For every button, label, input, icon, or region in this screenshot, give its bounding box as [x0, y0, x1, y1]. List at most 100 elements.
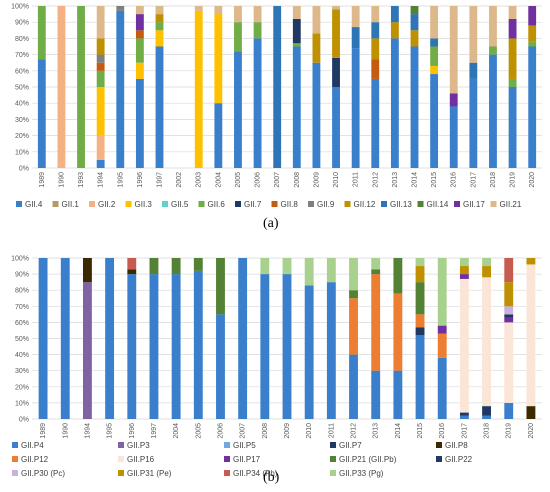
bar-segment: [508, 18, 517, 39]
legend-label: GII.1: [62, 200, 80, 209]
y-tick-label: 80%: [15, 36, 29, 43]
x-tick-label: 2015: [431, 172, 438, 188]
legend-swatch: [330, 470, 336, 476]
legend-swatch: [89, 201, 95, 207]
y-tick-label: 40%: [15, 101, 29, 108]
x-tick-label: 2002: [176, 172, 183, 188]
x-tick-label: 2015: [417, 423, 424, 439]
bar-segment: [430, 46, 439, 66]
bar-segment: [96, 135, 105, 160]
legend-label: GII.12: [354, 200, 376, 209]
legend-swatch: [454, 201, 460, 207]
bar-segment: [292, 46, 301, 168]
x-tick-label: 2011: [353, 172, 360, 187]
bar-segment: [349, 290, 358, 299]
legend-label: GII.P21 (GII.Pb): [339, 455, 397, 464]
x-tick-label: 2020: [529, 172, 536, 188]
legend-label: GII.5: [171, 200, 189, 209]
bar-segment: [504, 317, 514, 323]
legend-label: GII.21: [500, 200, 522, 209]
bar-segment: [155, 14, 164, 23]
legend-label: GII.P31 (Pe): [127, 469, 172, 478]
bar-segment: [504, 402, 514, 419]
x-tick-label: 2006: [255, 172, 262, 188]
bar-segment: [326, 258, 336, 283]
y-tick-label: 20%: [15, 384, 29, 391]
bar-segment: [260, 258, 270, 275]
bar-segment: [390, 38, 399, 169]
x-tick-label: 1989: [39, 172, 46, 188]
y-tick-label: 50%: [15, 336, 29, 343]
bar-segment: [234, 51, 242, 168]
y-tick-label: 60%: [15, 68, 29, 75]
legend-swatch: [381, 201, 387, 207]
bar-segment: [155, 46, 164, 168]
bar-segment: [390, 22, 399, 39]
bar-segment: [214, 103, 223, 168]
bar-segment: [528, 25, 537, 42]
y-tick-label: 70%: [15, 52, 29, 59]
bar-segment: [37, 59, 46, 168]
bar-segment: [292, 6, 301, 19]
bar-segment: [469, 6, 478, 63]
x-tick-label: 2018: [484, 423, 491, 439]
bar-segment: [508, 87, 517, 168]
bar-segment: [332, 6, 340, 10]
bar-segment: [292, 43, 301, 47]
bar-segment: [149, 274, 159, 419]
legend-swatch: [224, 442, 230, 448]
x-tick-label: 2006: [217, 423, 224, 439]
bar-segment: [459, 415, 469, 419]
legend: GII.4 GII.1 GII.2 GII.3 GII.5 GII.6 GII.7 GII.8…: [16, 200, 522, 209]
bar-segment: [504, 306, 514, 315]
legend-swatch: [436, 442, 442, 448]
y-tick-label: 60%: [15, 320, 29, 327]
x-tick-label: 2008: [262, 423, 269, 439]
y-tick-label: 80%: [15, 288, 29, 295]
bar-segment: [57, 6, 66, 168]
bar-segment: [216, 314, 225, 419]
legend-label: GII.P7: [339, 441, 362, 450]
bar-segment: [459, 412, 469, 416]
legend-label: GII.14: [427, 200, 449, 209]
legend-swatch: [12, 456, 18, 462]
bar-segment: [60, 258, 70, 419]
bar-segment: [489, 6, 497, 47]
bar-segment: [504, 282, 514, 307]
x-tick-label: 2009: [313, 172, 320, 188]
bar-segment: [116, 10, 125, 168]
x-tick-label: 2007: [274, 172, 281, 188]
legend-swatch: [118, 470, 124, 476]
bar-segment: [430, 6, 439, 39]
legend-swatch: [271, 201, 278, 207]
bar-segment: [371, 269, 381, 275]
bar-segment: [415, 314, 425, 328]
bar-segment: [216, 258, 225, 315]
bar-segment: [469, 62, 478, 79]
bar-segment: [371, 274, 381, 371]
bar-segment: [83, 282, 92, 419]
bar-segment: [459, 266, 469, 275]
bar-segment: [469, 78, 478, 168]
bar-segment: [415, 327, 425, 336]
legend: GII.P4 GII.P3 GII.P5 GII.P7 GII.P8 GII.P12 GII…: [12, 441, 473, 478]
x-tick-label: 2018: [490, 172, 497, 188]
bar-segment: [253, 38, 262, 169]
legend-swatch: [118, 442, 124, 448]
y-tick-label: 10%: [15, 400, 29, 407]
legend-swatch: [344, 201, 351, 207]
legend-label: GII.9: [317, 200, 335, 209]
legend-label: GII.3: [135, 200, 153, 209]
x-tick-label: 2010: [333, 172, 340, 188]
legend-swatch: [125, 201, 132, 207]
x-tick-label: 1996: [129, 423, 136, 439]
bar-segment: [526, 264, 536, 407]
x-tick-label: 1994: [84, 423, 91, 439]
bar-segment: [312, 6, 321, 34]
y-tick-label: 30%: [15, 117, 29, 124]
legend-swatch: [308, 201, 314, 207]
bar-segment: [135, 78, 144, 168]
y-tick-label: 70%: [15, 304, 29, 311]
bar-segment: [193, 258, 203, 271]
bar-segment: [135, 38, 144, 63]
